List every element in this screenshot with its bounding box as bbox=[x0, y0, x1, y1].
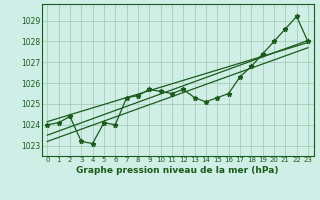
X-axis label: Graphe pression niveau de la mer (hPa): Graphe pression niveau de la mer (hPa) bbox=[76, 166, 279, 175]
